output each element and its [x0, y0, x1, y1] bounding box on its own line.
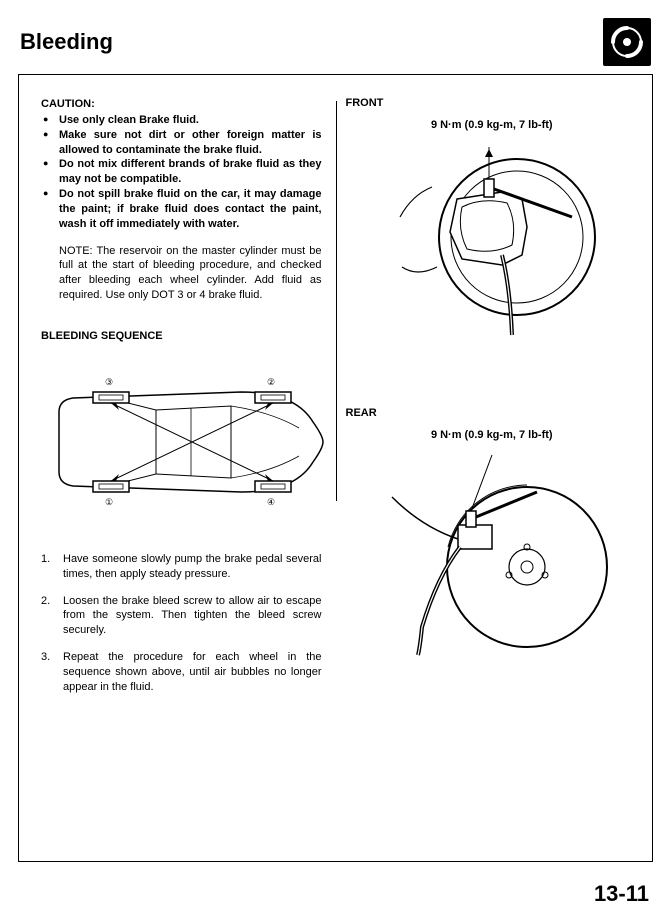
car-top-diagram: ③ ② ① ④	[41, 362, 331, 522]
content-frame: CAUTION: Use only clean Brake fluid. Mak…	[18, 74, 653, 862]
step-item: Have someone slowly pump the brake pedal…	[41, 552, 322, 582]
brake-rotor-icon	[603, 18, 651, 66]
step-item: Repeat the procedure for each wheel in t…	[41, 650, 322, 695]
wheel-label-1: ①	[105, 496, 113, 508]
front-torque: 9 N·m (0.9 kg-m, 7 lb-ft)	[346, 119, 639, 131]
caution-heading: CAUTION:	[41, 97, 322, 112]
rear-brake-diagram	[362, 447, 622, 647]
front-label: FRONT	[346, 97, 639, 109]
right-column: FRONT 9 N·m (0.9 kg-m, 7 lb-ft)	[336, 75, 653, 861]
rear-torque: 9 N·m (0.9 kg-m, 7 lb-ft)	[346, 429, 639, 441]
front-brake-diagram	[362, 137, 622, 337]
wheel-label-4: ④	[267, 496, 275, 508]
page-number: 13-11	[594, 881, 649, 907]
caution-list: Use only clean Brake fluid. Make sure no…	[41, 113, 322, 232]
steps-list: Have someone slowly pump the brake pedal…	[41, 552, 322, 695]
caution-item: Do not mix different brands of brake flu…	[41, 157, 322, 187]
note-text: NOTE: The reservoir on the master cylind…	[41, 244, 322, 303]
page-title: Bleeding	[20, 29, 113, 55]
column-divider	[336, 101, 337, 501]
caution-item: Make sure not dirt or other foreign matt…	[41, 128, 322, 158]
caution-item: Use only clean Brake fluid.	[41, 113, 322, 128]
step-item: Loosen the brake bleed screw to allow ai…	[41, 594, 322, 639]
wheel-label-2: ②	[267, 376, 275, 388]
wheel-label-3: ③	[105, 376, 113, 388]
rear-label: REAR	[346, 407, 639, 419]
sequence-heading: BLEEDING SEQUENCE	[41, 329, 322, 344]
left-column: CAUTION: Use only clean Brake fluid. Mak…	[19, 75, 336, 861]
caution-item: Do not spill brake fluid on the car, it …	[41, 187, 322, 232]
